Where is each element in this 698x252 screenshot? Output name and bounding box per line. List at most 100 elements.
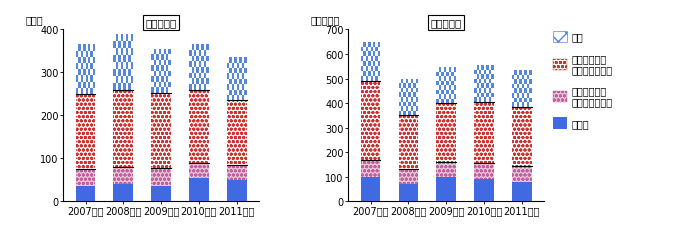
Bar — [529, 71, 532, 75]
Bar — [399, 170, 418, 184]
Bar — [401, 98, 403, 102]
Bar — [124, 55, 126, 62]
Bar — [119, 42, 121, 48]
Bar — [373, 52, 376, 57]
Bar — [166, 55, 168, 60]
Bar — [242, 96, 244, 101]
Bar — [416, 88, 418, 93]
Bar — [449, 77, 451, 81]
Bar — [366, 57, 368, 62]
Bar — [151, 77, 154, 83]
Bar — [406, 88, 408, 93]
Bar — [232, 85, 235, 90]
Bar — [514, 71, 517, 75]
Bar — [436, 68, 456, 104]
Bar — [168, 49, 171, 55]
Bar — [399, 102, 401, 107]
Bar — [363, 62, 366, 67]
Bar — [124, 42, 126, 48]
Bar — [114, 167, 133, 184]
Bar — [121, 62, 124, 69]
Bar — [524, 71, 527, 75]
Bar — [116, 62, 119, 69]
Bar — [154, 60, 156, 66]
Bar — [491, 93, 493, 98]
Bar — [242, 74, 244, 80]
Bar — [482, 75, 484, 80]
Bar — [189, 163, 209, 178]
Bar — [522, 84, 524, 89]
Bar — [85, 64, 88, 70]
Bar — [151, 55, 154, 60]
Bar — [371, 77, 373, 82]
Bar — [411, 79, 413, 84]
Bar — [477, 75, 479, 80]
Bar — [126, 35, 128, 42]
Bar — [232, 64, 235, 69]
Bar — [194, 62, 196, 68]
Bar — [517, 75, 519, 80]
Bar — [227, 64, 230, 69]
Bar — [124, 69, 126, 76]
Bar — [474, 164, 493, 180]
Bar — [239, 69, 242, 74]
Bar — [166, 88, 168, 94]
Bar — [474, 66, 493, 103]
Bar — [401, 107, 403, 111]
Bar — [242, 64, 244, 69]
Bar — [151, 94, 171, 169]
Bar — [88, 70, 91, 76]
Bar — [126, 62, 128, 69]
Bar — [204, 51, 207, 56]
Text: （億ドル）: （億ドル） — [311, 15, 340, 25]
Bar — [119, 69, 121, 76]
Bar — [527, 103, 529, 107]
Bar — [121, 48, 124, 55]
Bar — [403, 111, 406, 116]
Bar — [75, 76, 78, 82]
Bar — [114, 90, 133, 167]
Bar — [196, 45, 199, 51]
Bar — [401, 79, 403, 84]
Bar — [514, 80, 517, 84]
Bar — [368, 43, 371, 47]
Bar — [479, 70, 482, 75]
Title: 運用資産額: 運用資産額 — [431, 18, 462, 28]
Bar — [446, 90, 449, 95]
Bar — [114, 83, 116, 90]
Bar — [189, 85, 191, 90]
Bar — [227, 96, 230, 101]
Bar — [75, 94, 96, 169]
Bar — [91, 51, 93, 57]
Bar — [512, 107, 532, 166]
Bar — [156, 55, 158, 60]
Bar — [83, 57, 85, 64]
Bar — [436, 163, 456, 177]
Bar — [519, 98, 522, 103]
Bar — [413, 84, 416, 88]
Bar — [529, 80, 532, 84]
Bar — [121, 76, 124, 83]
Bar — [436, 177, 456, 202]
Bar — [232, 74, 235, 80]
Bar — [512, 166, 532, 182]
Bar — [376, 77, 378, 82]
Bar — [91, 76, 93, 82]
Bar — [168, 60, 171, 66]
Bar — [444, 95, 446, 99]
Bar — [78, 82, 80, 88]
Bar — [131, 35, 133, 42]
Bar — [156, 77, 158, 83]
Bar — [114, 35, 133, 90]
Bar — [158, 49, 161, 55]
Bar — [244, 80, 246, 85]
Bar — [114, 55, 116, 62]
Bar — [449, 68, 451, 73]
Bar — [196, 56, 199, 62]
Bar — [116, 76, 119, 83]
Bar — [227, 101, 246, 165]
Bar — [85, 76, 88, 82]
Bar — [403, 84, 406, 88]
Bar — [416, 79, 418, 84]
Bar — [416, 107, 418, 111]
